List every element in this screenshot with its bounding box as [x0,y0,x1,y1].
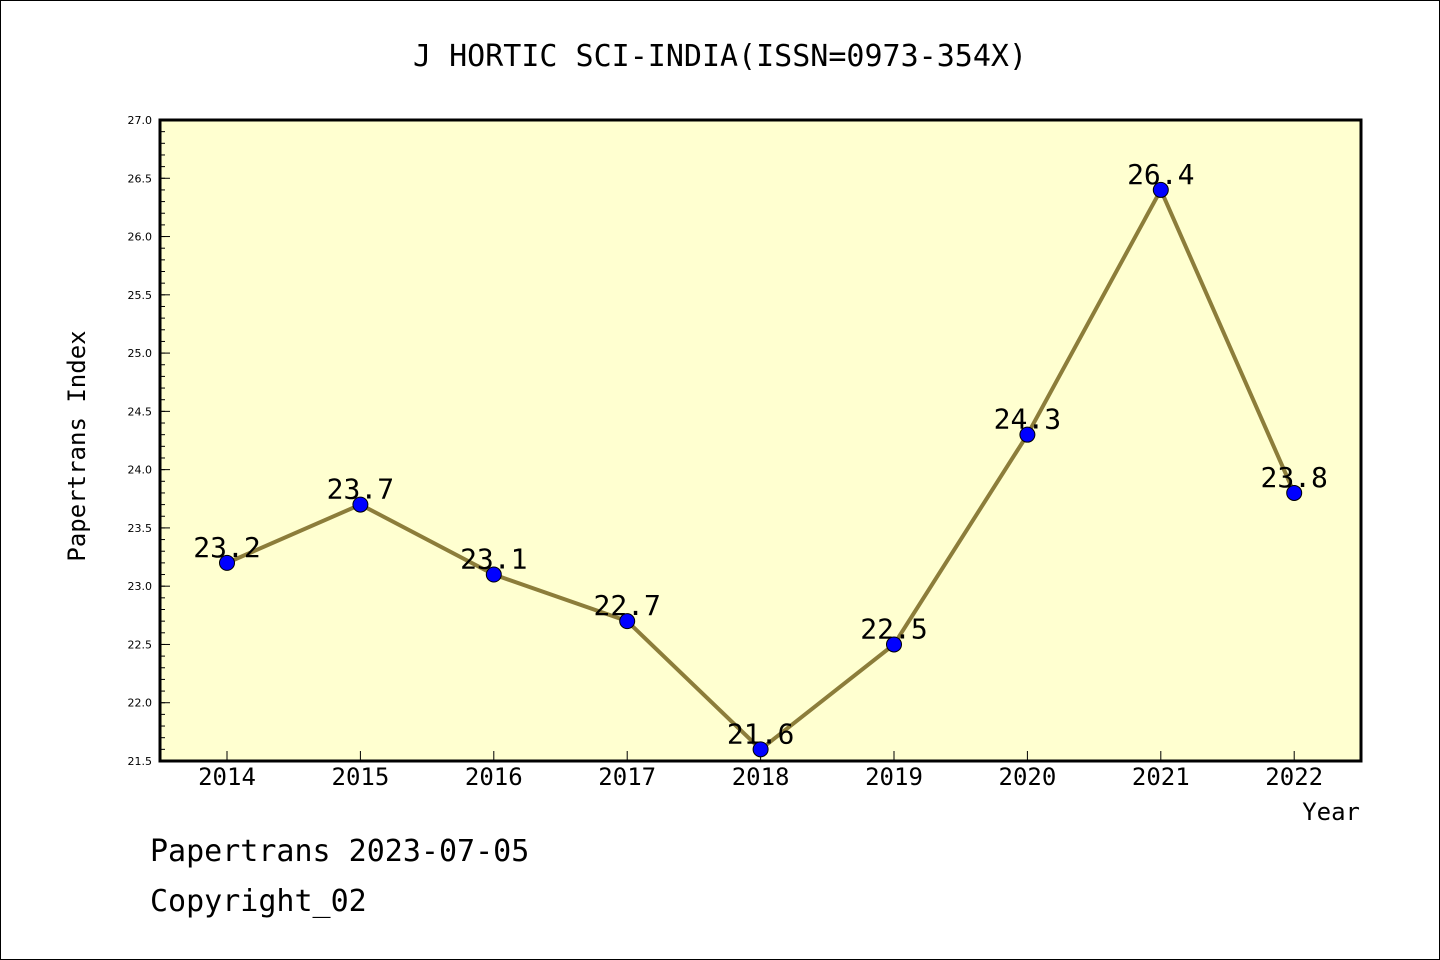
data-point [1286,484,1303,501]
x-axis-ticks: 2014 2015 2016 2017 2018 2019 2020 2021 2022 [198,751,1323,791]
plot-border [158,118,1363,763]
footer-date: Papertrans 2023-07-05 [150,834,530,869]
data-point [1019,426,1036,443]
y-tick-label: 22.5 [128,638,153,651]
y-tick-label: 25.0 [128,347,153,360]
x-tick-label: 2015 [332,763,390,791]
y-tick-label: 23.5 [128,522,153,535]
x-tick-label: 2018 [732,763,790,791]
y-tick-label: 24.0 [128,464,153,477]
y-tick-label: 24.5 [128,405,153,418]
chart-title: J HORTIC SCI-INDIA(ISSN=0973-354X) [413,39,1027,74]
x-tick-label: 2019 [865,763,923,791]
data-point [1152,181,1169,198]
y-tick-label: 27.0 [128,114,153,127]
y-tick-label: 23.0 [128,580,153,593]
x-tick-label: 2016 [465,763,523,791]
series-layer: 23.223.723.122.721.622.524.326.423.8 [193,158,1328,758]
x-tick-label: 2014 [198,763,256,791]
x-tick-label: 2021 [1132,763,1190,791]
y-tick-label: 22.0 [128,697,153,710]
y-axis-ticks: 21.5 22.0 22.5 23.0 23.5 24.0 24.5 25.0 25.5 26.0… [128,114,170,768]
data-point [352,496,369,513]
y-axis-label: Papertrans Index [63,330,91,561]
footer-copyright: Copyright_02 [150,884,367,919]
data-point [219,554,235,571]
y-tick-label: 25.5 [128,289,153,302]
x-tick-label: 2020 [999,763,1057,791]
data-point [886,636,902,653]
y-tick-label: 21.5 [128,755,153,768]
data-point [752,741,769,758]
y-tick-label: 26.5 [128,172,153,185]
data-point [485,566,502,583]
x-tick-label: 2017 [598,763,656,791]
y-tick-label: 26.0 [128,231,153,244]
plot-area [160,120,1361,761]
data-point [619,613,636,630]
x-axis-label: Year [1302,798,1360,826]
x-tick-label: 2022 [1265,763,1323,791]
